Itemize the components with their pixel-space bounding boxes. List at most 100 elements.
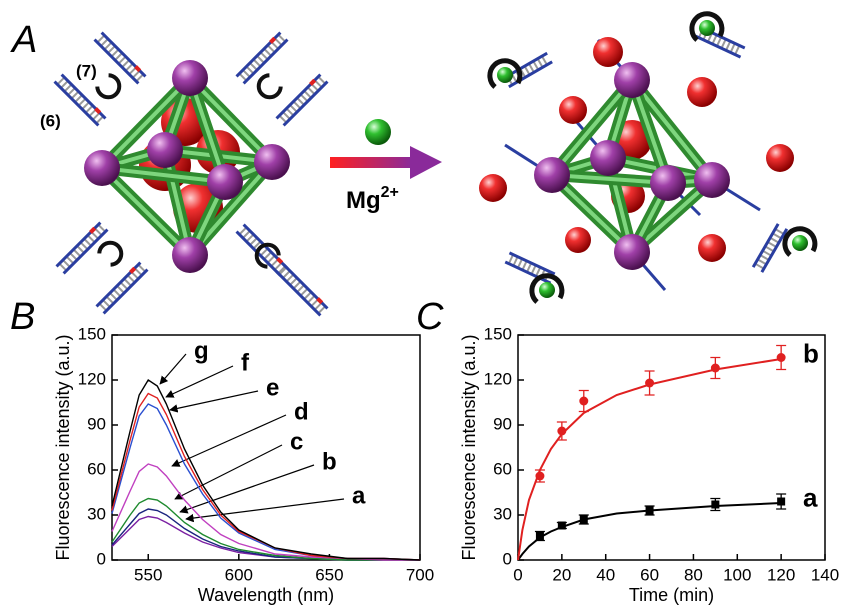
label-site: [316, 297, 324, 305]
base-pair: [71, 91, 79, 99]
x-tick-label: 140: [811, 565, 839, 584]
base-pair: [102, 300, 110, 308]
y-tick-label: 150: [78, 324, 106, 343]
frame-stick-shine: [188, 76, 274, 164]
dna-duplex: [55, 221, 109, 275]
vertex-sphere: [590, 140, 626, 176]
base-pair: [279, 115, 287, 123]
ring: [689, 11, 725, 42]
vertex-sphere: [207, 164, 243, 200]
x-tick-label: 550: [134, 565, 162, 584]
released-sphere: [565, 227, 591, 253]
base-pair: [311, 83, 319, 91]
strand: [508, 251, 556, 276]
released-sphere: [593, 37, 623, 67]
panel-label: A: [10, 19, 37, 61]
base-pair: [318, 76, 326, 84]
base-pair: [730, 43, 736, 52]
series-label: g: [194, 337, 209, 364]
strand: [62, 228, 109, 275]
spectrum-line: [111, 508, 420, 561]
ion-sphere: [365, 119, 391, 145]
base-pair: [314, 80, 322, 88]
base-pair: [109, 292, 118, 301]
released-sphere: [698, 234, 726, 262]
label-arrow: [165, 365, 234, 398]
base-pair: [508, 255, 514, 264]
strand: [53, 80, 100, 127]
diagram-art: [53, 11, 818, 317]
base-pair: [82, 102, 90, 110]
x-tick-label: 650: [315, 565, 343, 584]
series-label: d: [294, 398, 309, 425]
base-pair: [763, 250, 771, 257]
base-pair: [528, 64, 535, 72]
data-point: [645, 378, 655, 388]
y-tick-label: 150: [484, 324, 512, 343]
hairpin: [97, 240, 124, 267]
base-pair: [271, 259, 279, 267]
base-pair: [132, 70, 140, 78]
strand: [751, 223, 780, 268]
hairpin: [254, 242, 281, 269]
strand-label: (7): [76, 61, 97, 80]
base-pair: [524, 66, 530, 75]
base-pair: [125, 63, 133, 71]
x-tick-label: 120: [767, 565, 795, 584]
frame-stick-shine: [188, 76, 227, 184]
base-pair: [75, 95, 83, 103]
base-pair: [66, 256, 74, 264]
series-label: b: [322, 448, 337, 475]
ion-charge: 2+: [381, 184, 399, 201]
base-pair: [307, 87, 315, 95]
base-pair: [62, 260, 70, 268]
base-pair: [773, 233, 781, 239]
spectrum-line: [111, 497, 420, 561]
label-site: [276, 257, 284, 265]
base-pair: [77, 245, 85, 253]
base-pair: [249, 237, 258, 246]
base-pair: [517, 259, 523, 268]
base-pair: [99, 303, 107, 311]
base-pair: [278, 34, 286, 42]
x-axis-label: Time (min): [629, 585, 714, 605]
data-point: [776, 353, 786, 362]
data-point: [557, 521, 566, 530]
base-pair: [293, 281, 301, 289]
base-pair: [59, 263, 67, 271]
base-pair: [278, 266, 286, 274]
x-tick-label: 100: [723, 565, 751, 584]
panel-label: C: [416, 296, 444, 338]
base-pair: [304, 90, 312, 98]
dna-duplex: [93, 31, 147, 85]
base-pair: [300, 94, 308, 102]
data-point: [710, 363, 720, 373]
vertex-sphere: [614, 62, 650, 98]
label-site: [129, 266, 137, 274]
base-pair: [318, 306, 326, 314]
base-pair: [260, 248, 268, 256]
base-pair: [286, 108, 294, 116]
label-arrow: [179, 464, 315, 514]
y-tick-label: 0: [97, 549, 106, 568]
label-arrow: [159, 353, 187, 385]
frame-stick-shine: [630, 78, 714, 182]
label-arrow: [169, 390, 259, 413]
base-pair: [131, 271, 139, 279]
series-label: e: [266, 374, 279, 401]
base-pair: [98, 224, 106, 232]
data-point: [711, 500, 720, 509]
dna-duplex: [275, 263, 329, 317]
dna-duplex: [275, 73, 329, 127]
label-site: [89, 226, 97, 234]
ion-sphere: [792, 235, 808, 251]
label-site: [134, 65, 142, 73]
panel-label: B: [10, 296, 35, 338]
reaction-arrow: [330, 157, 412, 168]
base-pair: [253, 59, 261, 67]
base-pair: [242, 230, 250, 238]
base-pair: [300, 288, 308, 296]
released-sphere: [687, 77, 717, 107]
released-sphere: [559, 96, 587, 124]
